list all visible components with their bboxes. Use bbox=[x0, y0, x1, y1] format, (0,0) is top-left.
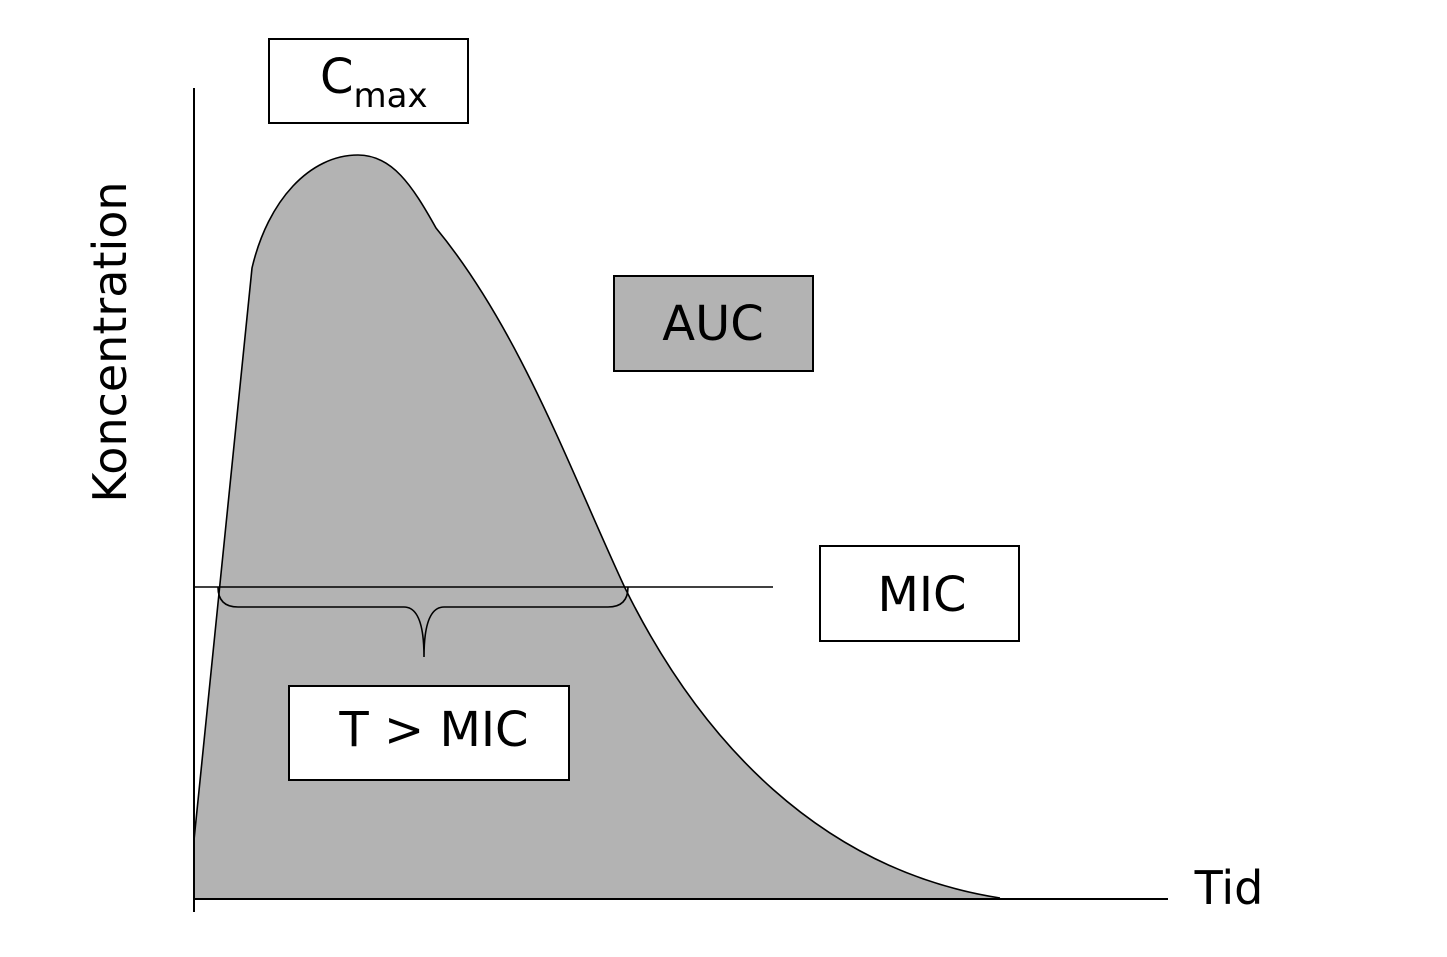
t-over-mic-label-box: T > MIC bbox=[288, 685, 570, 781]
t-over-mic-label: T > MIC bbox=[338, 702, 528, 758]
cmax-box bbox=[268, 38, 469, 124]
mic-box bbox=[819, 545, 1020, 642]
auc-label-box: AUC bbox=[613, 275, 814, 372]
cmax-label-box: Cmax bbox=[268, 38, 469, 124]
t-over-mic-brace bbox=[217, 586, 629, 658]
cmax-label: Cmax bbox=[320, 49, 428, 116]
cmax-main-text: C bbox=[320, 49, 354, 105]
auc-label: AUC bbox=[662, 296, 763, 352]
concentration-curve bbox=[193, 154, 1001, 899]
x-axis-label: Tid bbox=[1194, 861, 1264, 915]
mic-label-box: MIC bbox=[819, 545, 1020, 642]
mic-label: MIC bbox=[877, 567, 966, 623]
cmax-subscript-text: max bbox=[354, 76, 428, 116]
auc-box bbox=[613, 275, 814, 372]
y-axis-label: Koncentration bbox=[83, 181, 137, 502]
t-over-mic-box bbox=[288, 685, 570, 781]
